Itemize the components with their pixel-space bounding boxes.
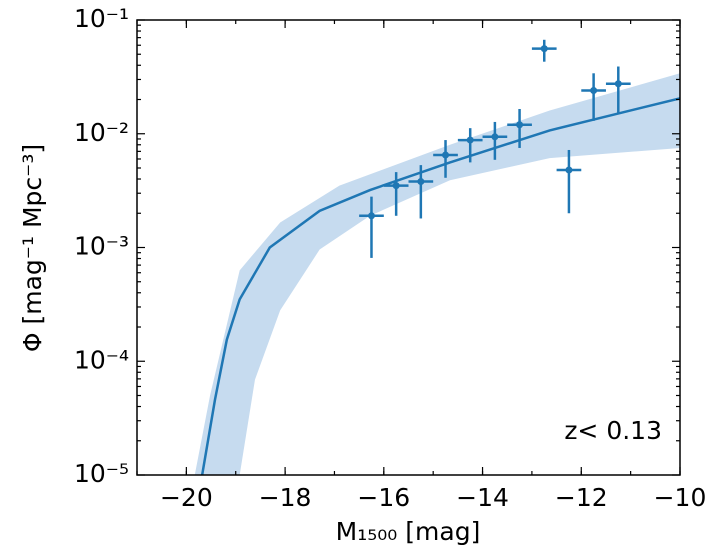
data-point	[417, 178, 425, 186]
x-axis-label: M₁₅₀₀ [mag]	[336, 517, 481, 546]
data-point	[565, 166, 573, 174]
data-point	[367, 212, 375, 220]
x-tick-label: −10	[654, 483, 707, 512]
x-tick-label: −18	[259, 483, 312, 512]
x-tick-label: −16	[357, 483, 410, 512]
x-tick-label: −20	[160, 483, 213, 512]
data-point	[466, 136, 474, 144]
y-tick-label: 10⁻²	[74, 118, 129, 147]
confidence-band	[194, 73, 680, 475]
data-point	[516, 121, 524, 129]
data-point	[491, 133, 499, 141]
fit-line	[200, 97, 680, 475]
y-tick-label: 10⁻³	[74, 232, 129, 261]
x-tick-label: −12	[555, 483, 608, 512]
data-point	[614, 80, 622, 88]
data-point	[540, 45, 548, 53]
data-point	[590, 87, 598, 95]
plot-area	[194, 39, 680, 475]
annotation: z< 0.13	[564, 416, 662, 445]
y-axis-label: Φ [mag⁻¹ Mpc⁻³]	[18, 144, 47, 352]
y-tick-label: 10⁻⁵	[74, 459, 129, 488]
data-point	[442, 151, 450, 159]
y-tick-label: 10⁻⁴	[74, 345, 129, 374]
y-tick-label: 10⁻¹	[74, 4, 129, 33]
data-point	[392, 182, 400, 190]
x-tick-label: −14	[456, 483, 509, 512]
